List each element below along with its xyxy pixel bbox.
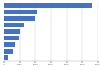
Bar [4,3,92,8]
Bar [4,23,24,27]
Bar [4,55,8,60]
Bar [4,49,13,54]
Bar [4,29,20,34]
Bar [4,16,35,21]
Bar [4,10,37,14]
Bar [4,42,15,47]
Bar [4,36,19,40]
